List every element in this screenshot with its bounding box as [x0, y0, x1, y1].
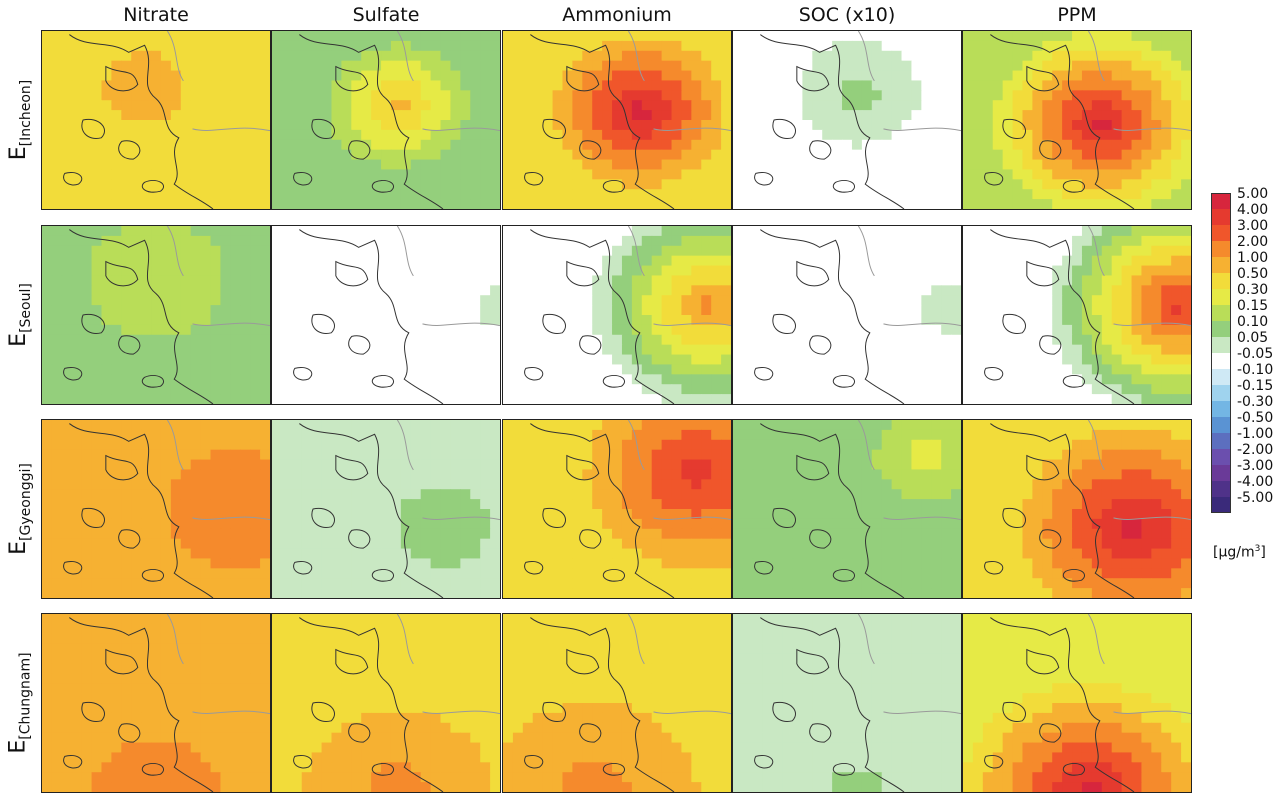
colorbar-label: -2.00	[1237, 442, 1274, 458]
map-panel-gyeonggi-soc	[732, 419, 962, 599]
colorbar-swatch	[1211, 257, 1231, 273]
colorbar-label: -0.30	[1237, 394, 1274, 410]
map-panel-gyeonggi-ppm	[962, 419, 1192, 599]
map-panel-incheon-sulfate	[271, 30, 501, 210]
colorbar-swatch	[1211, 433, 1231, 449]
map-panel-incheon-ammonium	[502, 30, 732, 210]
colorbar-label: 2.00	[1237, 234, 1269, 250]
map-panel-chungnam-ammonium	[502, 613, 732, 793]
colorbar-label: -0.10	[1237, 362, 1274, 378]
colorbar-swatch	[1211, 353, 1231, 369]
colorbar-label: -0.15	[1237, 378, 1274, 394]
colorbar-swatch	[1211, 465, 1231, 481]
colorbar-label: 0.05	[1237, 330, 1269, 346]
map-panel-seoul-sulfate	[271, 225, 501, 405]
map-panel-incheon-nitrate	[41, 30, 271, 210]
map-panel-gyeonggi-sulfate	[271, 419, 501, 599]
colorbar-label: -5.00	[1237, 490, 1274, 506]
colorbar-swatch	[1211, 417, 1231, 433]
map-panel-chungnam-soc	[732, 613, 962, 793]
map-panel-chungnam-nitrate	[41, 613, 271, 793]
row-label-seoul: E[Seoul]	[6, 283, 35, 347]
colorbar-swatch	[1211, 401, 1231, 417]
colorbar-swatch	[1211, 369, 1231, 385]
map-panel-seoul-ammonium	[502, 225, 732, 405]
colorbar-label: 4.00	[1237, 202, 1269, 218]
colorbar-swatch	[1211, 193, 1231, 209]
column-header-ppm: PPM	[1057, 4, 1097, 26]
colorbar-swatch	[1211, 337, 1231, 353]
colorbar-label: -4.00	[1237, 474, 1274, 490]
colorbar-swatch	[1211, 225, 1231, 241]
map-panel-seoul-nitrate	[41, 225, 271, 405]
colorbar-label: 0.30	[1237, 282, 1269, 298]
colorbar-swatch	[1211, 497, 1231, 513]
colorbar-label: 3.00	[1237, 218, 1269, 234]
colorbar-swatch	[1211, 449, 1231, 465]
map-panel-incheon-soc	[732, 30, 962, 210]
colorbar-label: 0.10	[1237, 314, 1269, 330]
colorbar-labels: 5.00 4.00 3.00 2.00 1.00 0.50 0.30 0.15 0.10 0.05…	[1237, 186, 1273, 506]
colorbar-swatch	[1211, 289, 1231, 305]
column-header-sulfate: Sulfate	[352, 4, 420, 26]
map-panel-seoul-ppm	[962, 225, 1192, 405]
map-panel-incheon-ppm	[962, 30, 1192, 210]
colorbar-label: 0.15	[1237, 298, 1269, 314]
colorbar-label: -1.00	[1237, 426, 1274, 442]
colorbar-label: -0.50	[1237, 410, 1274, 426]
map-panel-chungnam-ppm	[962, 613, 1192, 793]
map-panel-seoul-soc	[732, 225, 962, 405]
colorbar	[1211, 193, 1231, 513]
column-header-ammonium: Ammonium	[562, 4, 672, 26]
colorbar-swatch	[1211, 273, 1231, 289]
colorbar-swatch	[1211, 321, 1231, 337]
colorbar-unit: [μg/m3]	[1213, 544, 1266, 561]
row-label-incheon: E[Incheon]	[6, 79, 34, 161]
colorbar-label: -0.05	[1237, 346, 1274, 362]
colorbar-label: 5.00	[1237, 186, 1269, 202]
row-label-chungnam: E[Chungnam]	[6, 652, 35, 754]
colorbar-swatch	[1211, 209, 1231, 225]
colorbar-label: -3.00	[1237, 458, 1274, 474]
map-panel-gyeonggi-nitrate	[41, 419, 271, 599]
map-panel-gyeonggi-ammonium	[502, 419, 732, 599]
colorbar-label: 0.50	[1237, 266, 1269, 282]
colorbar-swatch	[1211, 385, 1231, 401]
colorbar-swatch	[1211, 305, 1231, 321]
row-label-gyeonggi: E[Gyeonggi]	[6, 463, 34, 555]
colorbar-label: 1.00	[1237, 250, 1269, 266]
column-header-soc: SOC (x10)	[798, 4, 896, 26]
colorbar-swatch	[1211, 481, 1231, 497]
column-header-nitrate: Nitrate	[123, 4, 189, 26]
map-panel-chungnam-sulfate	[271, 613, 501, 793]
colorbar-swatch	[1211, 241, 1231, 257]
